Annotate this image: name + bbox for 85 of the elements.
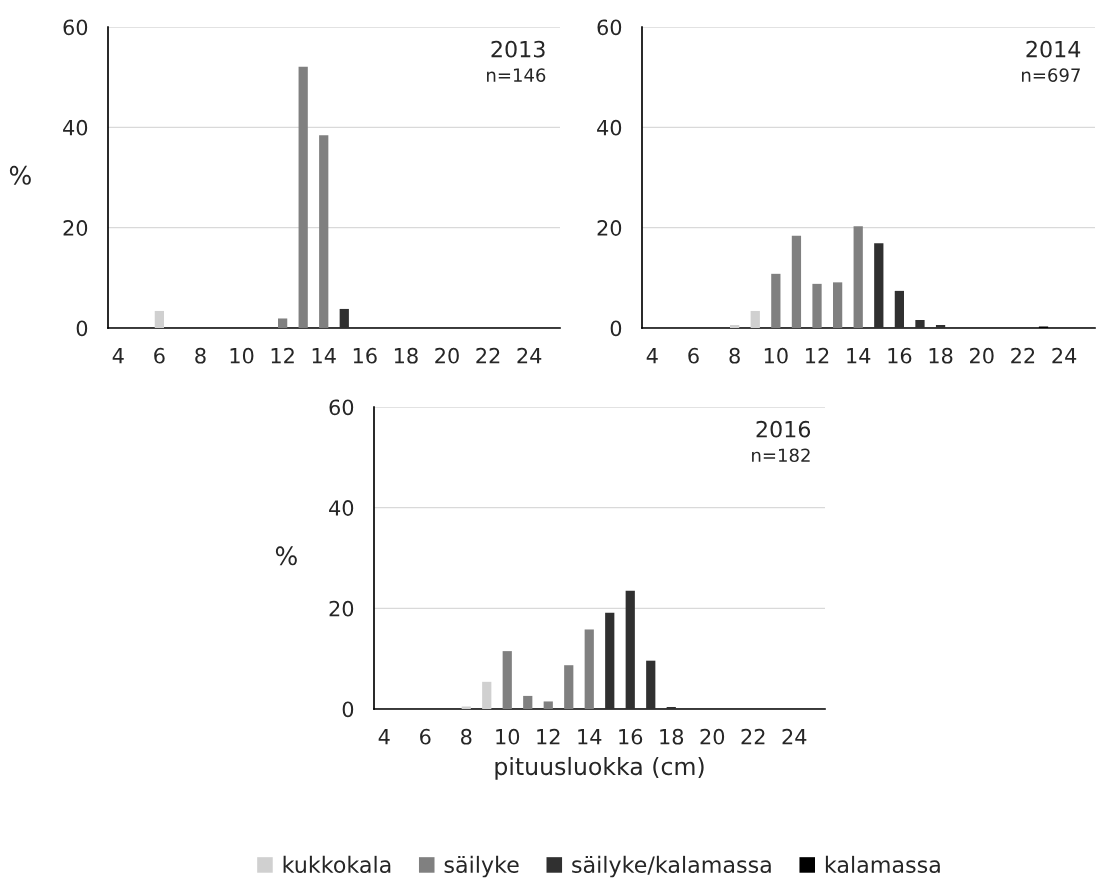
bar: [298, 66, 308, 328]
x-tick-label: 16: [888, 347, 912, 364]
legend-label: kukkokala: [283, 855, 391, 874]
bar: [874, 243, 884, 328]
x-tick-label: 6: [688, 347, 699, 364]
x-tick-label: 4: [378, 729, 390, 745]
bar: [564, 665, 574, 709]
y-tick-label: 60: [597, 19, 622, 36]
x-tick-label: 18: [660, 728, 684, 745]
x-tick-label: 8: [461, 728, 472, 745]
bar: [605, 612, 615, 709]
x-tick-label: 14: [847, 348, 871, 364]
legend-label: säilyke: [444, 855, 519, 878]
y-tick-label: 40: [597, 119, 622, 136]
x-axis-title: pituusluokka (cm): [495, 756, 704, 780]
x-tick-label: 10: [230, 347, 254, 364]
bar: [730, 324, 740, 328]
legend-label: kalamassa: [825, 855, 940, 874]
x-tick-label: 14: [578, 729, 602, 745]
x-tick-label: 4: [646, 348, 658, 364]
x-tick-label: 22: [1011, 347, 1035, 364]
bar: [461, 706, 471, 709]
bar: [646, 660, 656, 709]
x-tick-label: 6: [154, 347, 165, 364]
bar: [791, 235, 802, 328]
x-tick-label: 12: [537, 728, 560, 745]
x-tick-label: 12: [271, 347, 294, 364]
x-tick-label: 24: [782, 728, 807, 745]
bar: [935, 324, 946, 328]
y-tick-label: 20: [63, 220, 88, 236]
x-tick-label: 24: [517, 347, 542, 364]
annotation: n=146: [487, 68, 546, 82]
x-tick-label: 20: [700, 728, 725, 745]
y-tick-label: 20: [329, 600, 354, 617]
bar: [482, 681, 492, 709]
y-tick-label: 40: [63, 119, 88, 136]
x-tick-label: 8: [729, 347, 740, 364]
x-tick-label: 10: [496, 728, 520, 745]
bar: [502, 651, 512, 709]
bar: [894, 290, 905, 328]
x-tick-label: 16: [353, 347, 377, 364]
annotation: 2013: [491, 40, 545, 58]
x-tick-label: 10: [764, 347, 788, 364]
x-tick-label: 20: [435, 347, 459, 364]
bar: [154, 310, 164, 328]
x-tick-label: 20: [970, 347, 994, 364]
y-tick-label: 0: [76, 320, 88, 337]
x-tick-label: 24: [1052, 347, 1077, 364]
bar: [832, 282, 843, 328]
x-tick-label: 22: [741, 728, 765, 745]
y-axis-title: %: [275, 546, 297, 566]
y-tick-label: 40: [329, 500, 354, 516]
x-tick-label: 18: [929, 347, 953, 364]
y-tick-label: 60: [63, 19, 88, 36]
legend-label: säilyke/kalamassa: [572, 855, 771, 878]
y-tick-label: 0: [342, 701, 354, 718]
y-tick-label: 60: [329, 399, 354, 416]
y-tick-label: 0: [610, 320, 622, 337]
bar: [625, 590, 635, 709]
annotation: n=697: [1022, 68, 1080, 82]
bar: [543, 701, 553, 709]
bar: [750, 310, 760, 328]
bar: [812, 283, 822, 328]
x-tick-label: 6: [420, 728, 431, 745]
y-axis-title: %: [9, 165, 31, 185]
bar: [278, 318, 288, 328]
bar: [584, 629, 594, 709]
annotation: n=182: [752, 448, 810, 463]
x-tick-label: 8: [195, 347, 206, 364]
bar: [339, 308, 349, 328]
annotation: 2014: [1026, 40, 1081, 58]
x-tick-label: 22: [476, 347, 500, 364]
x-tick-label: 14: [312, 348, 336, 364]
annotation: 2016: [756, 420, 811, 438]
x-tick-label: 18: [394, 347, 418, 364]
bar: [523, 695, 533, 709]
bar: [319, 135, 329, 328]
bar: [771, 273, 781, 328]
x-tick-label: 12: [806, 347, 829, 364]
bar: [666, 706, 676, 709]
bar: [853, 226, 863, 328]
x-tick-label: 16: [619, 728, 643, 745]
bar: [915, 319, 925, 328]
x-tick-label: 4: [112, 348, 124, 364]
y-tick-label: 20: [597, 220, 622, 236]
